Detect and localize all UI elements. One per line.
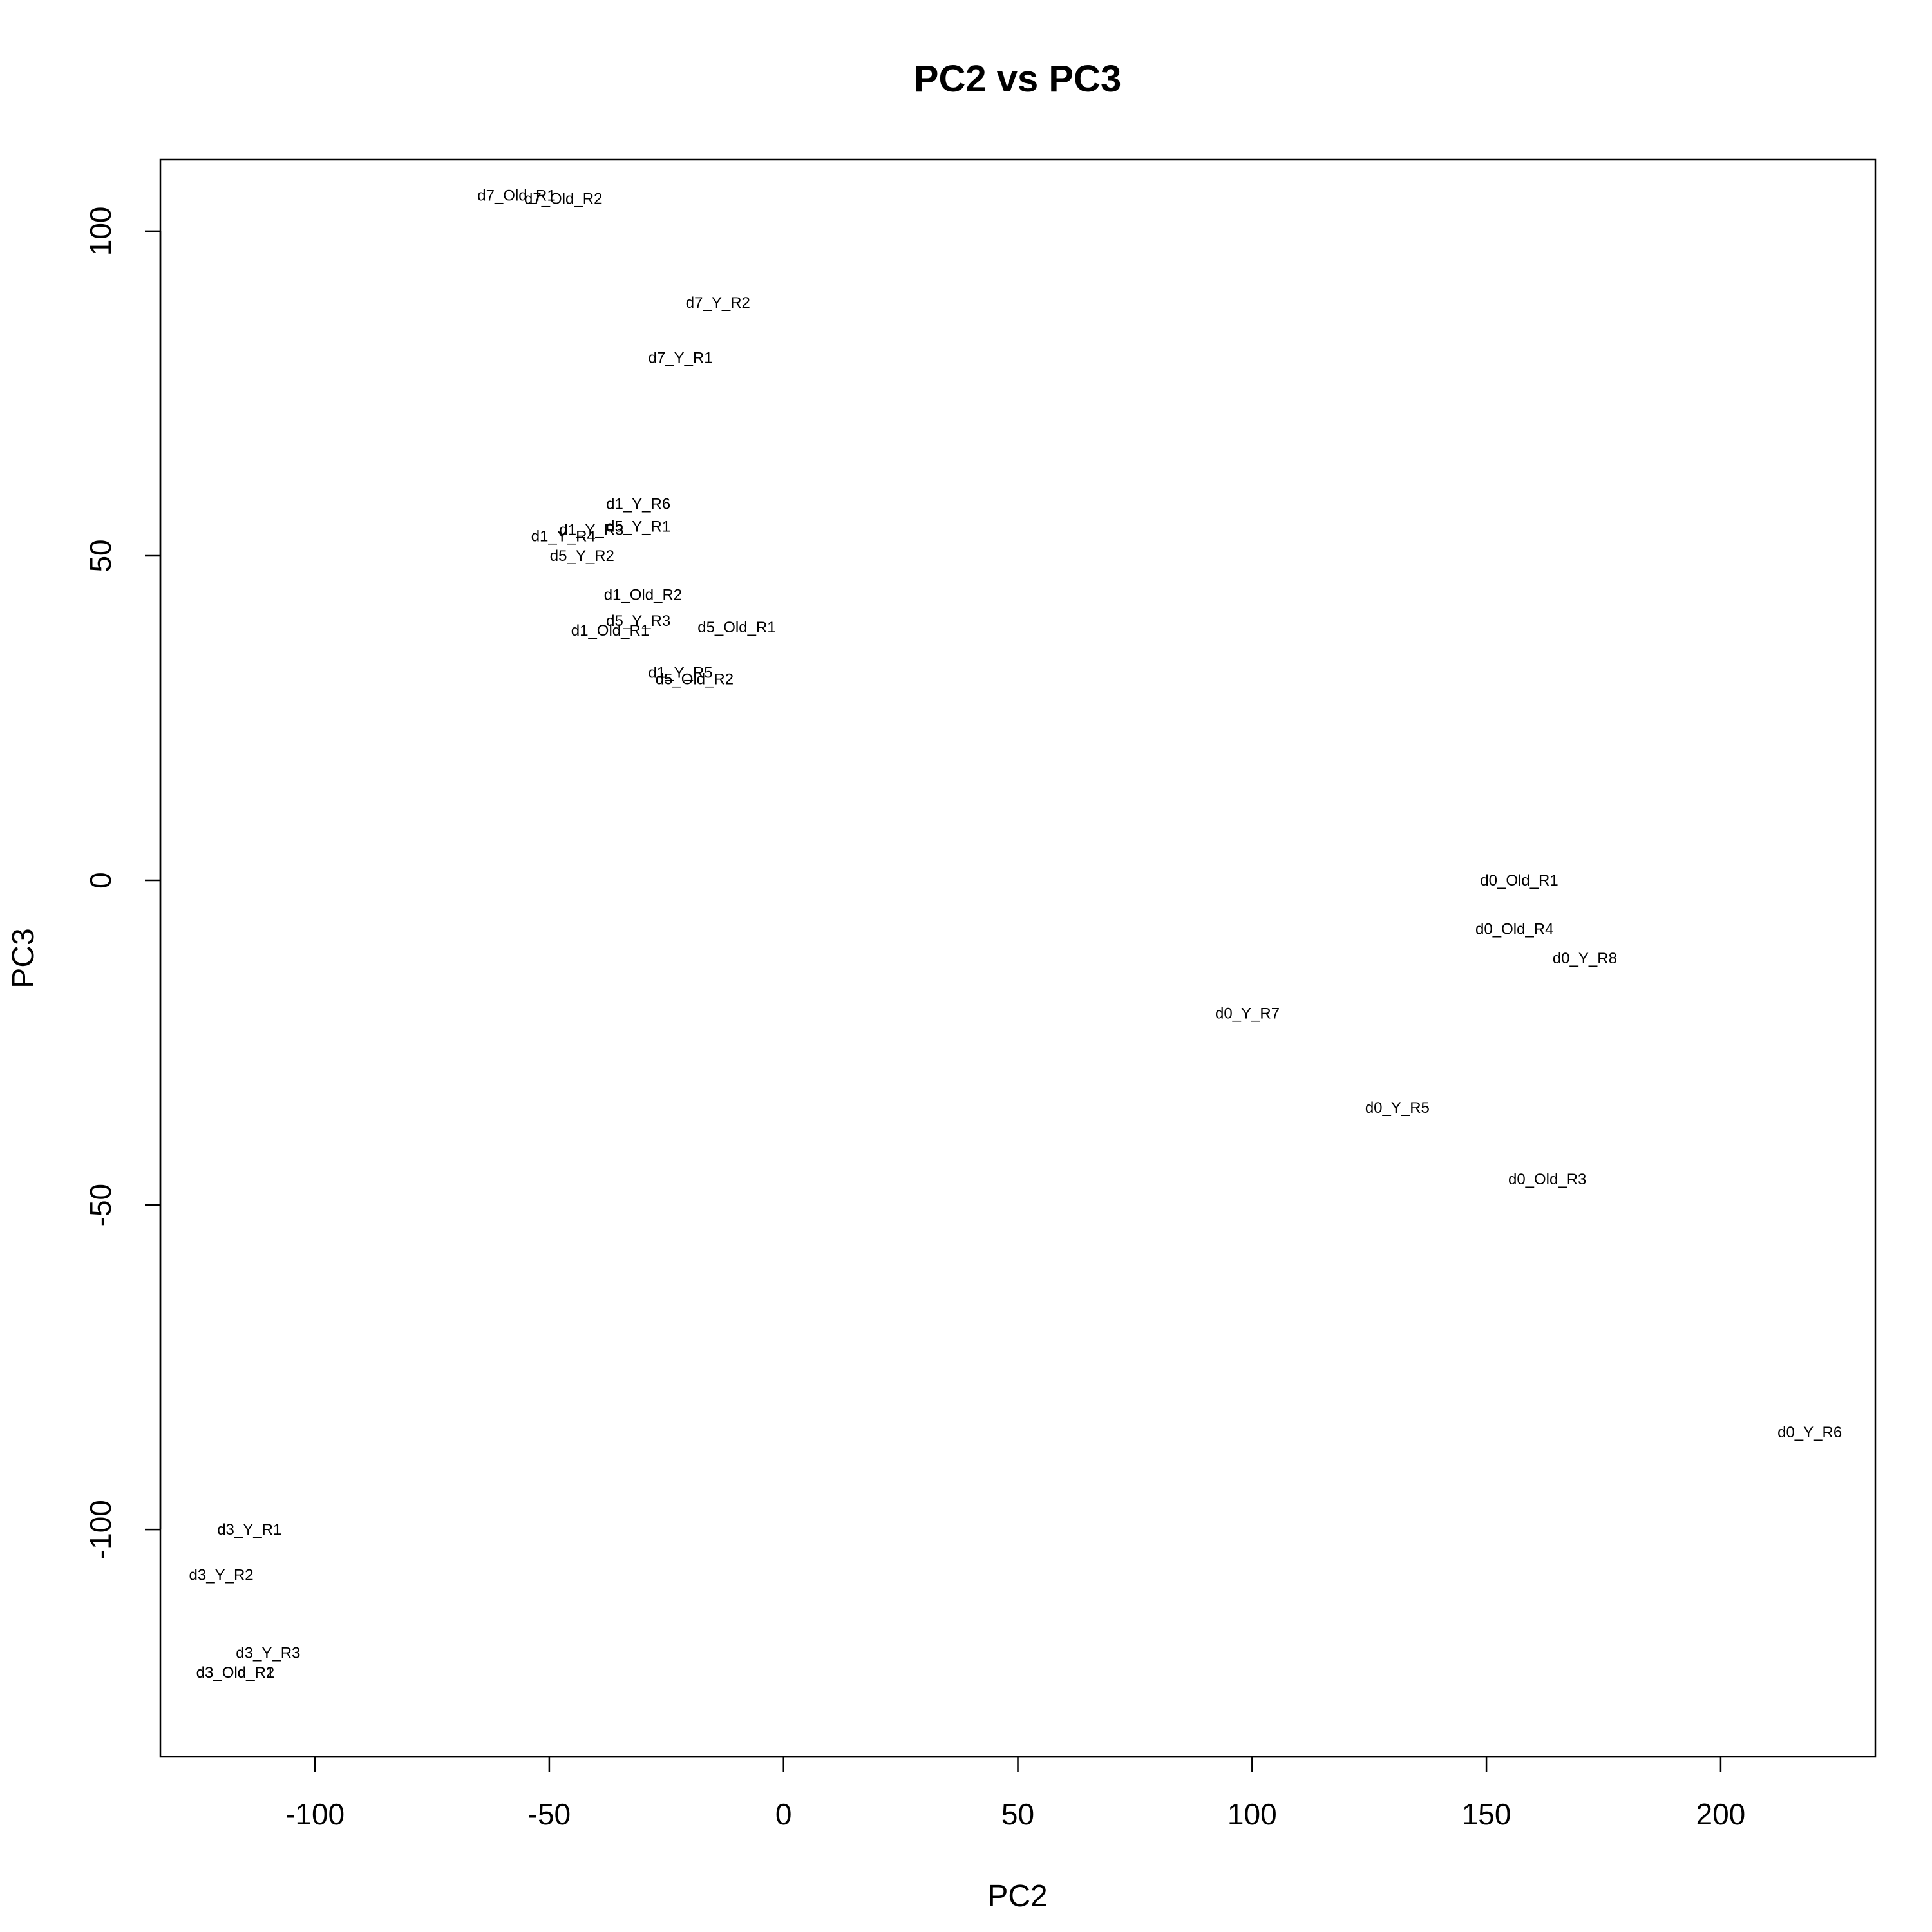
x-tick-label: 100 xyxy=(1227,1797,1277,1831)
point-label: d5_Old_R1 xyxy=(697,619,775,636)
x-axis: -100 -50 0 50 100 150 200 xyxy=(285,1756,1746,1831)
point-label: d3_Y_R1 xyxy=(217,1521,281,1539)
point-label: d0_Y_R7 xyxy=(1215,1005,1280,1023)
point-label: d1_Y_R4 xyxy=(531,528,596,545)
y-tick-label: 50 xyxy=(84,539,117,572)
point-label: d1_Y_R3 xyxy=(559,522,623,539)
point-label: d3_Old_R1 xyxy=(196,1664,274,1681)
point-label: d5_Y_R3 xyxy=(606,612,670,630)
y-axis: -100 -50 0 50 100 xyxy=(84,207,162,1559)
x-tick-label: -100 xyxy=(285,1797,345,1831)
plot-frame xyxy=(159,158,1877,1758)
point-label: d1_Old_R2 xyxy=(604,586,682,603)
point-label: d5_Old_R2 xyxy=(656,671,734,688)
point-label: d0_Old_R1 xyxy=(1480,872,1558,889)
y-tick-label: 100 xyxy=(84,207,117,256)
y-axis-label: PC3 xyxy=(6,928,41,988)
x-tick-label: 0 xyxy=(775,1797,792,1831)
x-tick-label: 50 xyxy=(1001,1797,1034,1831)
point-label: d7_Old_R2 xyxy=(524,190,602,207)
point-label: d1_Y_R6 xyxy=(606,495,670,513)
x-axis-label: PC2 xyxy=(987,1879,1047,1913)
y-tick-label: -100 xyxy=(84,1500,117,1559)
point-label: d5_Y_R1 xyxy=(606,518,670,536)
point-label: d7_Y_R2 xyxy=(686,294,750,312)
point-label: d3_Y_R3 xyxy=(236,1645,300,1662)
point-label: d5_Y_R2 xyxy=(550,547,614,565)
point-label: d0_Old_R3 xyxy=(1508,1171,1586,1188)
point-label: d7_Y_R1 xyxy=(649,349,713,366)
point-label: d1_Old_R1 xyxy=(571,622,649,639)
point-label: d3_Y_R2 xyxy=(189,1567,254,1584)
x-tick-label: -50 xyxy=(528,1797,571,1831)
point-label: d0_Y_R6 xyxy=(1777,1424,1842,1441)
chart-title: PC2 vs PC3 xyxy=(914,58,1121,100)
x-tick-label: 200 xyxy=(1696,1797,1746,1831)
point-label: d7_Old_R1 xyxy=(477,187,555,204)
point-label: d3_Old_R2 xyxy=(196,1664,274,1681)
point-label: d0_Y_R8 xyxy=(1553,950,1617,967)
point-label: d0_Old_R4 xyxy=(1475,921,1553,938)
x-tick-label: 150 xyxy=(1462,1797,1511,1831)
point-label: d1_Y_R5 xyxy=(649,664,713,681)
point-label: d0_Y_R5 xyxy=(1365,1099,1430,1117)
y-tick-label: 0 xyxy=(84,872,117,889)
y-tick-label: -50 xyxy=(84,1184,117,1226)
